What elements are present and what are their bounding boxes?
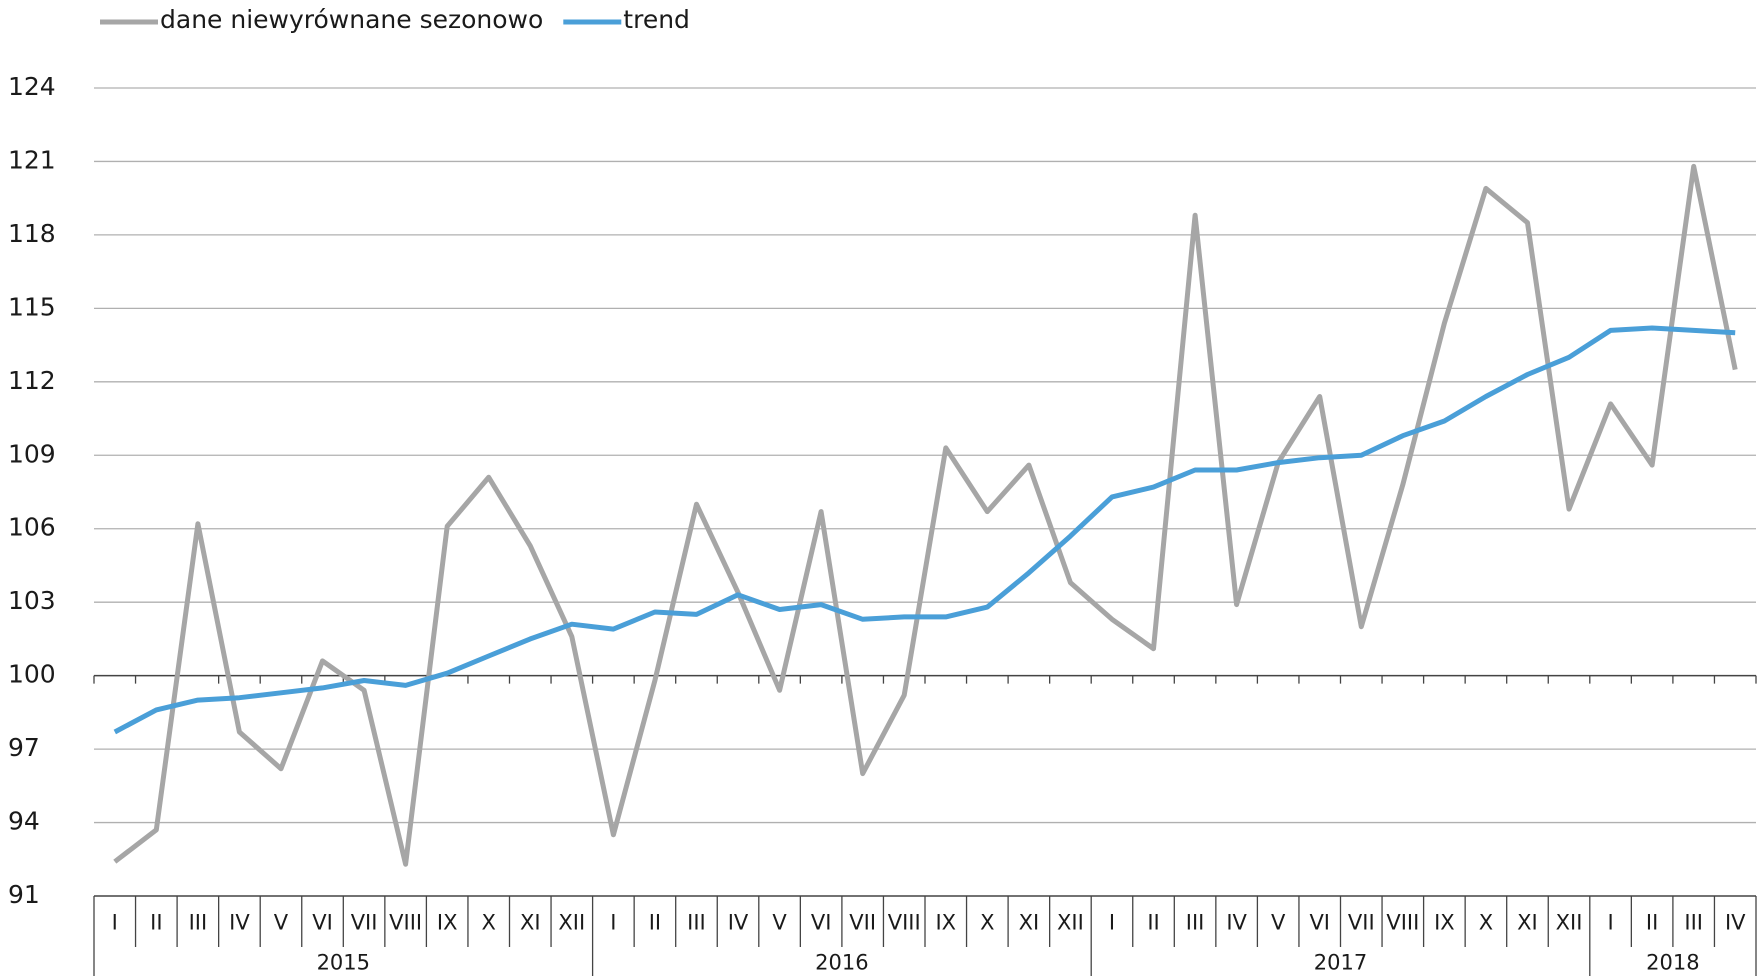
y-tick-label: 94 [8, 807, 40, 836]
x-tick-label: XII [1556, 911, 1583, 935]
group-label: 2016 [815, 951, 868, 975]
series-line [113, 163, 1738, 867]
x-tick-label: V [772, 911, 787, 935]
x-tick-label: X [482, 911, 496, 935]
x-tick-label: XII [558, 911, 585, 935]
x-tick-label: III [1186, 911, 1205, 935]
x-tick-label: VIII [888, 911, 921, 935]
x-tick-label: XI [1517, 911, 1538, 935]
y-tick-label: 124 [8, 72, 56, 101]
x-tick-label: V [1271, 911, 1286, 935]
x-tick-label: IV [728, 911, 749, 935]
x-tick-label: IV [1725, 911, 1746, 935]
x-tick-label: V [274, 911, 289, 935]
x-tick-label: VIII [389, 911, 422, 935]
x-tick-label: III [1684, 911, 1703, 935]
x-tick-label: IX [1434, 911, 1455, 935]
x-tick-label: VI [811, 911, 832, 935]
y-tick-label: 115 [8, 292, 56, 321]
x-tick-label: VIII [1386, 911, 1419, 935]
x-tick-label: VII [849, 911, 876, 935]
x-tick-label: X [1479, 911, 1493, 935]
x-tick-label: VII [1348, 911, 1375, 935]
y-tick-label: 97 [8, 733, 40, 762]
y-tick-label: 121 [8, 145, 56, 174]
x-tick-label: VI [1309, 911, 1330, 935]
y-tick-label: 100 [8, 660, 56, 689]
x-tick-label: X [980, 911, 994, 935]
y-tick-label: 109 [8, 439, 56, 468]
x-tick-label: IV [229, 911, 250, 935]
legend-label: dane niewyrównane sezonowo [160, 5, 543, 34]
x-tick-label: XII [1057, 911, 1084, 935]
group-label: 2018 [1646, 951, 1699, 975]
x-tick-label: XI [520, 911, 541, 935]
x-tick-label: I [1607, 911, 1613, 935]
y-tick-label: 103 [8, 586, 56, 615]
x-tick-label: II [1646, 911, 1658, 935]
y-tick-label: 118 [8, 219, 56, 248]
x-tick-label: II [1147, 911, 1159, 935]
y-tick-label: 106 [8, 513, 56, 542]
x-tick-label: I [610, 911, 616, 935]
x-tick-label: VI [312, 911, 333, 935]
x-tick-label: III [189, 911, 208, 935]
legend-label: trend [623, 5, 690, 34]
group-label: 2017 [1314, 951, 1367, 975]
x-tick-label: XI [1019, 911, 1040, 935]
group-label: 2015 [317, 951, 370, 975]
series-line [113, 325, 1736, 735]
x-tick-label: II [150, 911, 162, 935]
x-tick-label: IX [935, 911, 956, 935]
x-tick-label: II [649, 911, 661, 935]
x-tick-label: I [112, 911, 118, 935]
x-tick-label: I [1109, 911, 1115, 935]
x-tick-label: VII [351, 911, 378, 935]
y-tick-label: 91 [8, 880, 40, 909]
x-tick-label: IV [1226, 911, 1247, 935]
y-tick-label: 112 [8, 366, 56, 395]
x-tick-label: III [687, 911, 706, 935]
x-tick-label: IX [437, 911, 458, 935]
